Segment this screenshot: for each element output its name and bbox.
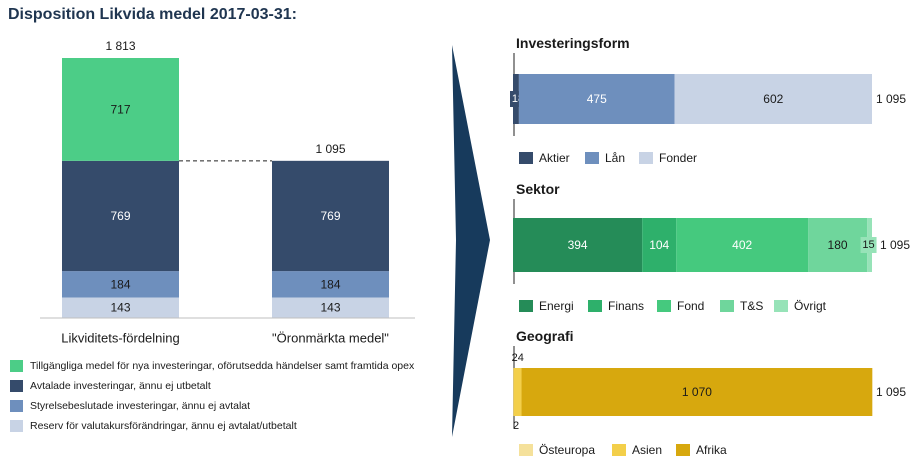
category-label: "Öronmärkta medel" [272, 331, 389, 346]
legend-label: Övrigt [794, 299, 827, 313]
bar-segment [642, 218, 677, 272]
panel-title: Investeringsform [516, 35, 630, 51]
legend-swatch [639, 152, 653, 164]
data-label: 15 [862, 239, 874, 251]
bar-segment [62, 58, 179, 161]
legend-label: Asien [632, 443, 662, 457]
legend-swatch [519, 444, 533, 456]
data-label: 769 [320, 209, 340, 223]
legend-swatch [612, 444, 626, 456]
bar-segment [808, 218, 868, 272]
total-label: 1 095 [880, 238, 910, 252]
total-label: 1 095 [315, 142, 345, 156]
legend-label: Östeuropa [539, 443, 595, 457]
bar-segment [521, 368, 873, 416]
data-label: 1 070 [682, 385, 712, 399]
legend-label: Reserv för valutakursförändringar, ännu … [30, 420, 297, 432]
legend-swatch [585, 152, 599, 164]
total-label: 1 095 [876, 92, 906, 106]
data-label: 104 [649, 238, 669, 252]
data-label: 184 [110, 277, 130, 291]
data-label: 717 [110, 102, 130, 116]
legend-swatch [774, 300, 788, 312]
panel-title: Sektor [516, 181, 560, 197]
legend-label: Fond [677, 299, 704, 313]
legend-swatch [10, 380, 23, 392]
legend-swatch [720, 300, 734, 312]
legend-swatch [657, 300, 671, 312]
data-label: 143 [320, 301, 340, 315]
legend-label: T&S [740, 299, 763, 313]
chevron-arrow [452, 45, 490, 437]
bar-segment [518, 74, 675, 124]
bar-segment [272, 297, 389, 318]
bar-segment [62, 160, 179, 272]
legend-label: Tillgängliga medel för nya investeringar… [30, 360, 415, 372]
bar-segment [272, 271, 389, 298]
bar-segment [272, 160, 389, 272]
data-label: 602 [763, 92, 783, 106]
bar-segment [513, 218, 643, 272]
data-label-box [860, 237, 877, 253]
legend-label: Energi [539, 299, 574, 313]
panel-title: Geografi [516, 328, 574, 344]
data-label: 180 [828, 238, 848, 252]
legend-swatch [10, 420, 23, 432]
data-label: 143 [110, 301, 130, 315]
legend-label: Lån [605, 151, 625, 165]
bar-segment [62, 297, 179, 318]
legend-swatch [519, 300, 533, 312]
data-label: 769 [110, 209, 130, 223]
legend-swatch [10, 360, 23, 372]
legend-label: Avtalade investeringar, ännu ej utbetalt [30, 380, 211, 392]
bar-segment [62, 271, 179, 298]
data-label: 475 [587, 92, 607, 106]
chart-title: Disposition Likvida medel 2017-03-31: [8, 6, 297, 23]
legend-swatch [676, 444, 690, 456]
bar-segment [513, 368, 514, 416]
data-label: 394 [568, 238, 588, 252]
bar-segment [676, 218, 809, 272]
legend-label: Aktier [539, 151, 570, 165]
data-label: 24 [512, 352, 524, 364]
total-label: 1 095 [876, 385, 906, 399]
data-label: 2 [513, 420, 519, 432]
data-label: 402 [732, 238, 752, 252]
legend-label: Fonder [659, 151, 697, 165]
category-label: Likviditets-fördelning [61, 331, 180, 346]
legend-label: Styrelsebeslutade investeringar, ännu ej… [30, 400, 250, 412]
legend-swatch [10, 400, 23, 412]
data-label: 184 [320, 277, 340, 291]
legend-label: Afrika [696, 443, 727, 457]
bar-segment [513, 368, 522, 416]
bar-segment [674, 74, 872, 124]
legend-swatch [519, 152, 533, 164]
total-label: 1 813 [105, 39, 135, 53]
legend-label: Finans [608, 299, 644, 313]
legend-swatch [588, 300, 602, 312]
